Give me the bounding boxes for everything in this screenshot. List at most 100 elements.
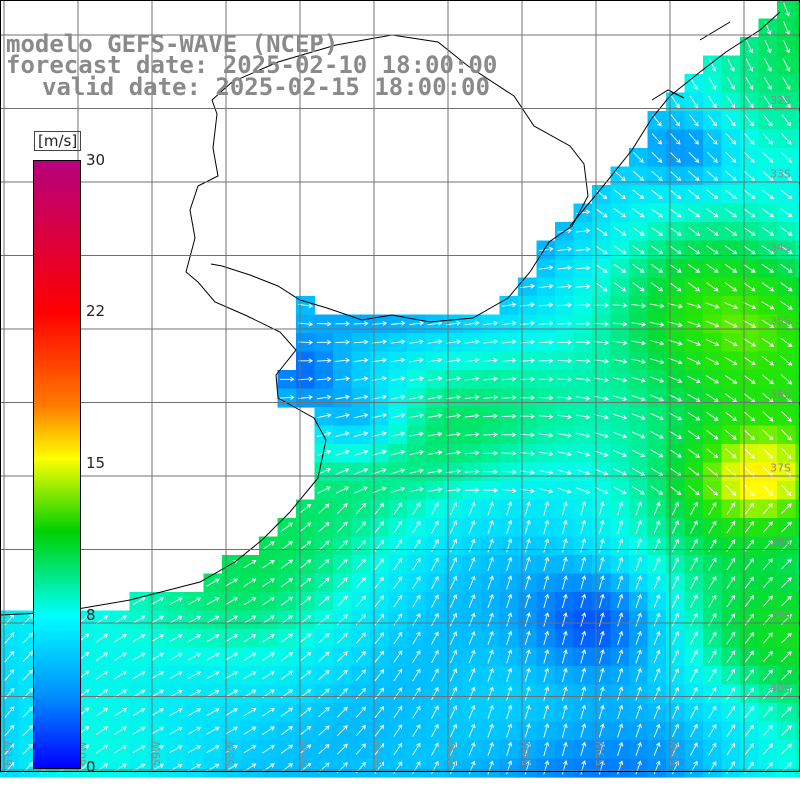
wind-arrow [687, 282, 701, 292]
wind-arrow [780, 337, 793, 348]
wind-arrow [632, 282, 645, 292]
wind-arrow [336, 651, 348, 663]
wind-arrow [243, 708, 257, 717]
wind-arrow [520, 395, 536, 401]
wind-arrow [501, 413, 517, 419]
wind-arrow [617, 686, 624, 701]
wind-arrow [705, 302, 720, 309]
wind-arrow [650, 245, 664, 255]
wind-arrow [169, 726, 183, 735]
wind-arrow [561, 760, 568, 775]
wind-arrow [298, 321, 314, 327]
wind-arrow [95, 707, 109, 717]
wind-arrow [762, 502, 773, 515]
wind-arrow [744, 521, 755, 534]
wind-arrow [355, 502, 366, 515]
wind-arrow [372, 486, 387, 494]
wind-arrow [689, 95, 699, 109]
wind-arrow [744, 595, 755, 608]
wind-arrow [412, 650, 421, 663]
wind-arrow [354, 486, 368, 494]
wind-arrow [468, 704, 476, 719]
wind-arrow [580, 538, 587, 553]
wind-arrow [487, 501, 494, 516]
wind-cell [795, 166, 800, 186]
wind-arrow [780, 651, 792, 663]
wind-arrow [687, 393, 701, 402]
wind-arrow [780, 301, 793, 310]
wind-speed-field [0, 0, 800, 778]
wind-arrow [279, 395, 295, 400]
wind-arrow [487, 630, 494, 645]
wind-arrow [617, 556, 624, 572]
wind-arrow [449, 723, 458, 738]
longitude-label: 52W [668, 741, 681, 766]
wind-arrow [427, 487, 443, 492]
wind-arrow [764, 58, 772, 72]
wind-arrow [706, 151, 718, 163]
wind-arrow [649, 358, 665, 365]
wind-arrow [631, 358, 646, 365]
wind-cell [795, 388, 800, 408]
wind-arrow [409, 413, 424, 419]
wind-arrow [782, 39, 791, 54]
wind-arrow [150, 634, 165, 643]
wind-arrow [280, 744, 294, 754]
wind-arrow [598, 667, 605, 683]
wind-arrow [726, 668, 736, 682]
wind-arrow [632, 263, 645, 273]
wind-arrow [355, 687, 366, 700]
wind-arrow [431, 612, 439, 627]
wind-arrow [575, 302, 591, 308]
wind-cell [795, 721, 800, 741]
wind-arrow [631, 431, 646, 439]
wind-arrow [520, 283, 536, 289]
wind-arrow [262, 726, 275, 735]
wind-cell [795, 277, 800, 297]
wind-arrow [280, 578, 294, 588]
wind-arrow [206, 671, 220, 680]
wind-arrow [705, 338, 720, 347]
wind-cell [795, 758, 800, 778]
wind-arrow [464, 413, 480, 419]
wind-arrow [762, 170, 774, 181]
wind-arrow [412, 668, 421, 682]
wind-arrow [744, 706, 755, 719]
wind-arrow [335, 431, 350, 438]
wind-arrow [464, 394, 480, 400]
wind-arrow [708, 594, 717, 608]
wind-arrow [4, 632, 15, 644]
latitude-label: 34S [770, 241, 791, 254]
wind-arrow [651, 170, 663, 181]
wind-arrow [762, 669, 773, 681]
wind-arrow [725, 170, 737, 181]
wind-arrow [613, 245, 627, 255]
wind-arrow [631, 303, 647, 309]
wind-arrow [538, 432, 554, 438]
wind-arrow [631, 449, 646, 458]
wind-arrow [763, 114, 773, 127]
wind-arrow [336, 521, 348, 533]
wind-arrow [651, 189, 663, 200]
wind-arrow [561, 593, 568, 609]
wind-arrow [299, 577, 312, 588]
wind-arrow [132, 597, 146, 606]
wind-arrow [520, 432, 536, 438]
wind-arrow [336, 688, 348, 700]
wind-arrow [650, 394, 665, 402]
wind-arrow [743, 282, 756, 292]
wind-arrow [4, 669, 15, 681]
wind-arrow [318, 596, 330, 607]
wind-arrow [690, 742, 698, 756]
wind-arrow [595, 189, 608, 200]
wind-arrow [613, 263, 627, 273]
wind-arrow [594, 377, 610, 383]
wind-arrow [671, 742, 680, 756]
wind-arrow [650, 226, 664, 236]
wind-cell [795, 518, 800, 538]
wind-arrow [617, 741, 624, 757]
wind-arrow [650, 412, 664, 421]
wind-arrow [393, 557, 403, 571]
wind-arrow [506, 723, 513, 738]
wind-arrow [671, 668, 680, 682]
